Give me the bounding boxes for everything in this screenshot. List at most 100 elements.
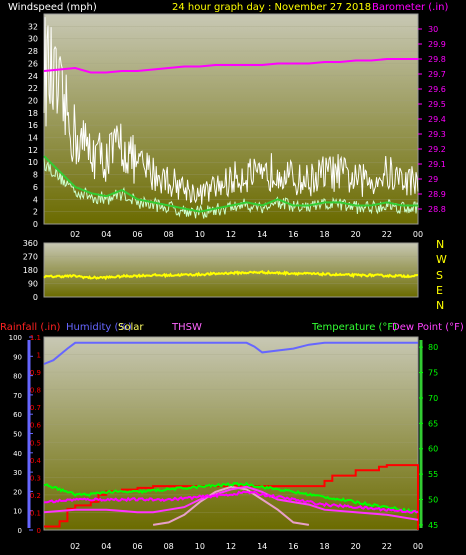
barometer-tick-label: 28.8 (428, 205, 446, 214)
compass-label-w: W (436, 253, 447, 266)
wind-tick-label: 32 (28, 22, 38, 31)
rain-tick-label: 0.1 (30, 509, 41, 517)
weather-x-tick-label: 16 (288, 542, 298, 551)
wind-tick-label: 0 (33, 220, 38, 229)
wind-x-tick-label: 18 (319, 230, 329, 239)
temperature-tick-label: 80 (428, 343, 438, 352)
wind-tick-label: 10 (28, 158, 38, 167)
wind-tick-label: 20 (28, 96, 38, 105)
wind-tick-label: 28 (28, 47, 38, 56)
wind-axis-title: Windspeed (mph) (8, 2, 97, 13)
barometer-tick-label: 30 (428, 25, 438, 34)
humidity-tick-label: 50 (13, 431, 22, 439)
wind-tick-label: 2 (33, 208, 38, 217)
rain-tick-label: 0.6 (30, 422, 42, 430)
wind-gust-line (43, 17, 419, 205)
legend-thsw: THSW (171, 322, 202, 333)
rain-tick-label: 0.2 (30, 492, 41, 500)
rainfall-line (44, 464, 419, 530)
rain-tick-label: 0 (37, 527, 41, 535)
legend-solar: Solar (118, 322, 144, 333)
temperature-line (43, 481, 419, 514)
wind-x-tick-label: 06 (132, 230, 142, 239)
legend-rainfall: Rainfall (.in) (0, 322, 61, 333)
wind-x-tick-label: 12 (226, 230, 236, 239)
wind-tick-label: 12 (28, 146, 38, 155)
humidity-line (43, 341, 418, 365)
legend-temperature: Temperature (°F) (311, 322, 397, 333)
barometer-tick-label: 29.3 (428, 130, 446, 139)
wind-x-tick-label: 10 (195, 230, 205, 239)
barometer-tick-label: 29.8 (428, 55, 446, 64)
compass-label-s: S (436, 269, 443, 282)
wind-plot-area (43, 13, 419, 225)
chart-title: 24 hour graph day : November 27 2018 (172, 2, 371, 13)
barometer-tick-label: 28.9 (428, 190, 446, 199)
wind-x-tick-label: 22 (382, 230, 392, 239)
direction-tick-label: 270 (23, 253, 38, 262)
rain-tick-label: 0.5 (30, 439, 41, 447)
weather-x-tick-label: 06 (132, 542, 142, 551)
barometer-tick-label: 29.1 (428, 160, 446, 169)
wind-tick-label: 24 (28, 72, 38, 81)
thsw-line (43, 485, 419, 521)
rain-tick-label: 0.3 (30, 474, 41, 482)
humidity-tick-label: 100 (9, 334, 22, 342)
barometer-tick-label: 29 (428, 175, 438, 184)
rain-tick-label: 1 (37, 352, 41, 360)
rain-tick-label: 0.7 (30, 404, 41, 412)
wind-tick-label: 4 (33, 195, 38, 204)
weather-x-tick-label: 02 (70, 542, 80, 551)
temperature-tick-label: 60 (428, 445, 438, 454)
temperature-tick-label: 50 (428, 496, 438, 505)
barometer-axis-title: Barometer (.in) (372, 2, 448, 13)
humidity-tick-label: 0 (18, 527, 22, 535)
weather-x-tick-label: 04 (101, 542, 111, 551)
weather-x-tick-label: 10 (195, 542, 205, 551)
dewpoint-line (43, 490, 419, 514)
temperature-tick-label: 70 (428, 394, 438, 403)
wind-x-tick-label: 08 (164, 230, 174, 239)
wind-tick-label: 14 (28, 134, 38, 143)
wind-smoothed-line (43, 155, 418, 213)
barometer-tick-label: 29.6 (428, 85, 446, 94)
barometer-tick-label: 29.5 (428, 100, 446, 109)
wind-tick-label: 8 (33, 171, 38, 180)
weather-x-tick-label: 12 (226, 542, 236, 551)
rain-tick-label: 0.4 (30, 457, 42, 465)
compass-label-n-top: N (436, 238, 444, 251)
weather-x-tick-label: 08 (164, 542, 174, 551)
temperature-tick-label: 55 (428, 470, 438, 479)
humidity-tick-label: 40 (13, 450, 22, 458)
legend-humidity: Humidity (%) (66, 322, 132, 333)
temperature-tick-label: 65 (428, 419, 438, 428)
weather-x-tick-label: 00 (413, 542, 423, 551)
direction-tick-label: 360 (23, 239, 38, 248)
barometer-line (43, 58, 418, 74)
weather-x-tick-label: 22 (382, 542, 392, 551)
direction-tick-label: 180 (23, 266, 38, 275)
wind-x-tick-label: 14 (257, 230, 267, 239)
wind-tick-label: 16 (28, 121, 38, 130)
humidity-tick-label: 70 (13, 392, 22, 400)
barometer-tick-label: 29.4 (428, 115, 446, 124)
humidity-tick-label: 60 (13, 411, 22, 419)
humidity-tick-label: 20 (13, 488, 22, 496)
direction-tick-label: 90 (28, 280, 38, 289)
temperature-tick-label: 75 (428, 369, 438, 378)
wind-tick-label: 22 (28, 84, 38, 93)
wind-tick-label: 6 (33, 183, 38, 192)
wind-tick-label: 26 (28, 59, 38, 68)
rain-tick-label: 0.9 (30, 369, 41, 377)
wind-tick-label: 30 (28, 35, 38, 44)
temperature-tick-label: 45 (428, 521, 438, 530)
barometer-tick-label: 29.2 (428, 145, 446, 154)
legend-dewpoint: Dew Point (°F) (392, 322, 464, 333)
compass-label-e: E (436, 284, 443, 297)
wind-x-tick-label: 02 (70, 230, 80, 239)
wind-direction-line (43, 269, 419, 281)
humidity-tick-label: 80 (13, 373, 22, 381)
wind-x-tick-label: 04 (101, 230, 111, 239)
humidity-tick-label: 30 (13, 469, 22, 477)
